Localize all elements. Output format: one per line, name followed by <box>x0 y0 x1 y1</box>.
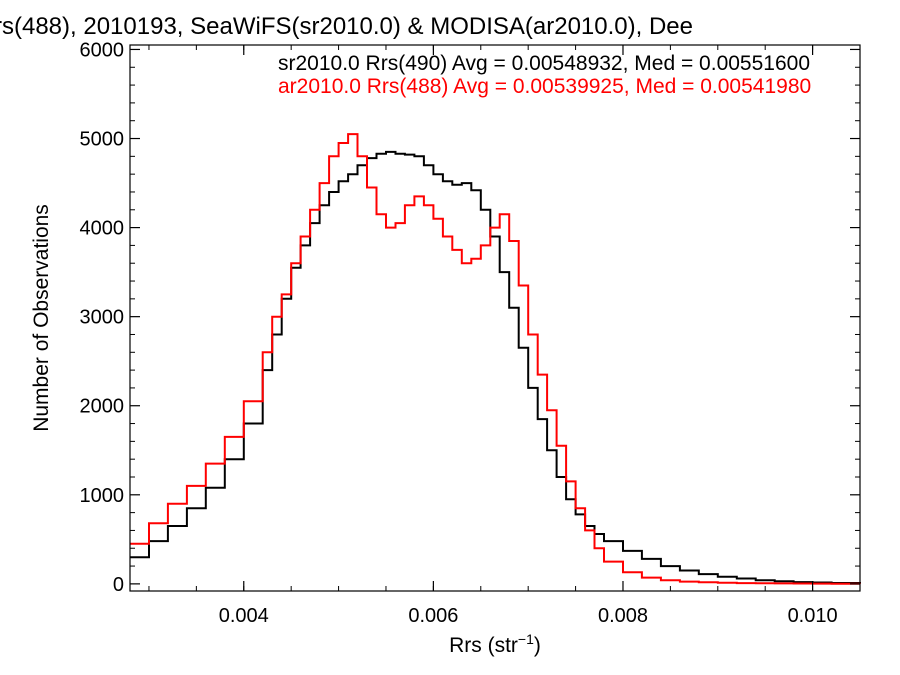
x-tick-label: 0.004 <box>219 605 269 627</box>
chart-title: rs(488), 2010193, SeaWiFS(sr2010.0) & MO… <box>0 13 693 40</box>
y-axis-ticks: 0 1000 2000 3000 4000 5000 6000 <box>80 39 860 596</box>
y-axis-title: Number of Observations <box>30 204 53 432</box>
y-tick-label: 3000 <box>80 307 125 329</box>
x-tick-label: 0.006 <box>408 605 458 627</box>
y-tick-label: 6000 <box>80 39 125 61</box>
series-lines <box>130 133 861 585</box>
x-axis-title: Rrs (str−1) <box>449 631 541 657</box>
legend: sr2010.0 Rrs(490) Avg = 0.00548932, Med … <box>278 52 811 98</box>
series-line-sr2010 <box>130 150 861 584</box>
x-axis-ticks: 0.004 0.006 0.008 0.010 <box>148 45 861 627</box>
legend-entry-sr2010: sr2010.0 Rrs(490) Avg = 0.00548932, Med … <box>278 52 810 75</box>
plot-frame <box>129 44 861 592</box>
y-tick-label: 0 <box>113 574 124 596</box>
y-tick-label: 1000 <box>80 485 125 507</box>
series-line-ar2010 <box>130 133 861 585</box>
x-tick-label: 0.008 <box>598 605 648 627</box>
y-tick-label: 4000 <box>80 218 125 240</box>
y-tick-label: 2000 <box>80 396 125 418</box>
x-tick-label: 0.010 <box>788 605 838 627</box>
y-tick-label: 5000 <box>80 129 125 151</box>
legend-entry-ar2010: ar2010.0 Rrs(488) Avg = 0.00539925, Med … <box>278 75 811 98</box>
